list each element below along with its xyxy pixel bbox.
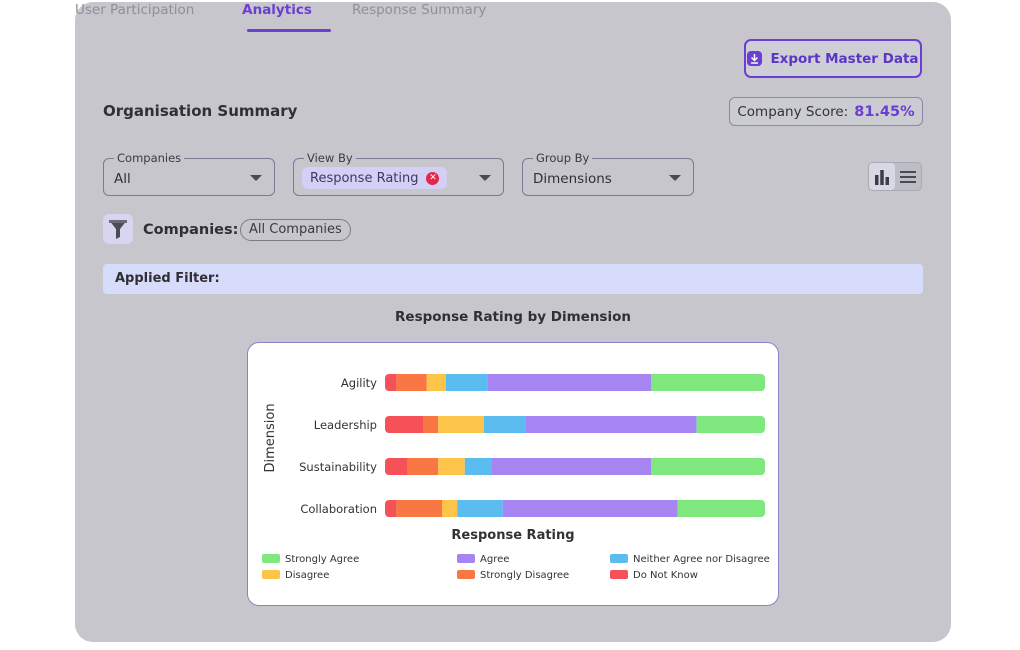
bar-sustainability (385, 458, 765, 475)
bar-segment-collaboration-do-not-know (385, 500, 397, 517)
bar-segment-agility-do-not-know (385, 374, 397, 391)
bar-segment-sustainability-do-not-know (385, 458, 408, 475)
companies-row-label: Companies: (143, 222, 239, 238)
x-axis-label: Response Rating (451, 528, 574, 543)
view-toggle (868, 162, 922, 191)
company-score-label: Company Score: (737, 103, 849, 120)
bar-segment-leadership-strongly-disagree (423, 416, 439, 433)
bar-chart-icon (875, 169, 889, 185)
bar-segment-agility-neither-agree-nor-disagree (445, 374, 488, 391)
bar-segment-sustainability-agree (491, 458, 651, 475)
view-by-select[interactable]: View By Response Rating ✕ (293, 151, 504, 196)
legend-label-do-not-know: Do Not Know (633, 570, 698, 581)
chart-title: Response Rating by Dimension (395, 309, 631, 325)
tab-analytics[interactable]: Analytics (227, 2, 331, 32)
companies-select-label: Companies (114, 151, 185, 165)
bar-segment-leadership-do-not-know (385, 416, 423, 433)
bar-segment-collaboration-neither-agree-nor-disagree (457, 500, 503, 517)
bar-segment-agility-agree (487, 374, 651, 391)
bar-segment-agility-strongly-disagree (396, 374, 427, 391)
bar-segment-leadership-neither-agree-nor-disagree (483, 416, 526, 433)
bar-segment-collaboration-agree (502, 500, 678, 517)
companies-select[interactable]: Companies All (103, 151, 275, 196)
all-companies-chip[interactable]: All Companies (240, 219, 351, 241)
companies-select-value: All (114, 171, 131, 187)
remove-chip-icon[interactable]: ✕ (426, 171, 440, 185)
bar-segment-collaboration-strongly-agree (677, 500, 765, 517)
bar-segment-sustainability-strongly-disagree (407, 458, 439, 475)
group-by-select-value: Dimensions (533, 171, 612, 187)
bar-segment-leadership-agree (525, 416, 697, 433)
legend-label-strongly-disagree: Strongly Disagree (480, 570, 569, 581)
category-label-collaboration: Collaboration (300, 502, 377, 516)
bar-segment-sustainability-neither-agree-nor-disagree (464, 458, 492, 475)
bar-segment-leadership-disagree (438, 416, 484, 433)
legend-label-neither-agree-nor-disagree: Neither Agree nor Disagree (633, 554, 770, 565)
bar-segment-agility-disagree (426, 374, 446, 391)
page-title: Organisation Summary (103, 102, 298, 120)
bar-leadership (385, 416, 765, 433)
tab-response-summary[interactable]: Response Summary (352, 2, 487, 18)
company-score-value: 81.45% (854, 103, 915, 120)
legend-swatch-disagree (262, 570, 280, 579)
view-by-select-label: View By (304, 151, 356, 165)
category-label-sustainability: Sustainability (299, 460, 377, 474)
legend-swatch-do-not-know (610, 570, 628, 579)
bar-segment-collaboration-strongly-disagree (396, 500, 442, 517)
legend-label-agree: Agree (480, 554, 509, 565)
category-label-leadership: Leadership (314, 418, 377, 432)
bar-agility (385, 374, 765, 391)
legend-label-disagree: Disagree (285, 570, 329, 581)
bar-segment-sustainability-strongly-agree (651, 458, 765, 475)
stacked-bar-chart: Dimension Agility Leadership Sustainability… (262, 374, 770, 581)
export-label: Export Master Data (770, 50, 919, 67)
group-by-select-label: Group By (533, 151, 593, 165)
applied-filter-label: Applied Filter: (115, 271, 220, 286)
bar-segment-agility-strongly-agree (651, 374, 765, 391)
tab-user-participation[interactable]: User Participation (75, 2, 195, 18)
chevron-down-icon (250, 175, 262, 181)
bar-segment-sustainability-disagree (438, 458, 465, 475)
chevron-down-icon (479, 175, 491, 181)
bar-collaboration (385, 500, 765, 517)
view-by-chip: Response Rating ✕ (302, 167, 448, 189)
filter-icon[interactable] (103, 214, 133, 244)
bar-segment-leadership-strongly-agree (696, 416, 765, 433)
list-view-button[interactable] (895, 163, 921, 190)
applied-filter-bar: Applied Filter: (103, 264, 923, 294)
bar-segment-collaboration-disagree (442, 500, 458, 517)
legend-swatch-strongly-agree (262, 554, 280, 563)
y-axis-label: Dimension (263, 403, 278, 472)
legend-label-strongly-agree: Strongly Agree (285, 554, 359, 565)
category-label-agility: Agility (341, 376, 377, 390)
view-by-chip-label: Response Rating (310, 170, 419, 186)
legend-swatch-agree (457, 554, 475, 563)
export-master-data-button[interactable]: Export Master Data (744, 39, 922, 78)
legend-swatch-strongly-disagree (457, 570, 475, 579)
download-icon (747, 51, 763, 66)
bar-chart-view-button[interactable] (869, 163, 895, 190)
legend-swatch-neither-agree-nor-disagree (610, 554, 628, 563)
group-by-select[interactable]: Group By Dimensions (522, 151, 694, 196)
company-score-badge: Company Score: 81.45% (729, 97, 923, 126)
chevron-down-icon (669, 175, 681, 181)
analytics-panel: User Participation Analytics Response Su… (75, 2, 951, 642)
chart-container: Dimension Agility Leadership Sustainability… (247, 342, 779, 606)
list-icon (900, 170, 916, 183)
